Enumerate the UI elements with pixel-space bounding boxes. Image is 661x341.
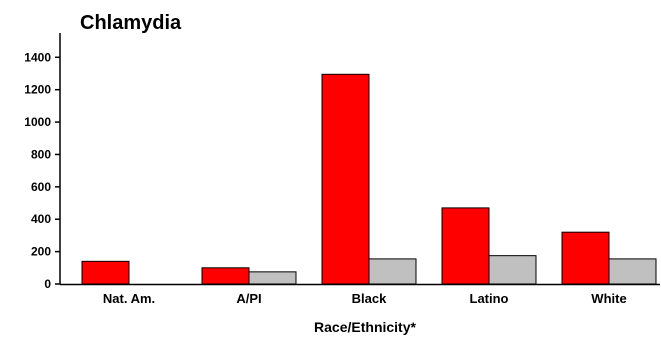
x-axis-label: Race/Ethnicity* <box>314 319 416 335</box>
x-category-label: Latino <box>470 291 509 306</box>
chart-title: Chlamydia <box>80 12 182 34</box>
y-tick-label: 1000 <box>24 115 51 129</box>
x-category-label: White <box>591 291 626 306</box>
y-tick-label: 400 <box>31 212 51 226</box>
y-tick-label: 600 <box>31 180 51 194</box>
y-tick-label: 1400 <box>24 50 51 64</box>
bars-group <box>81 73 657 285</box>
y-tick-label: 800 <box>31 147 51 161</box>
bar-a-pi-series-1 <box>201 267 250 285</box>
bar-a-pi-series-2 <box>248 271 297 285</box>
y-tick-label: 200 <box>31 245 51 259</box>
x-category-label: Nat. Am. <box>103 291 155 306</box>
bar-black-series-2 <box>368 258 417 285</box>
bar-latino-series-1 <box>441 207 490 285</box>
bar-nat-am-series-1 <box>81 260 130 285</box>
x-category-label: Black <box>352 291 387 306</box>
bar-black-series-1 <box>321 73 370 285</box>
x-category-label: A/PI <box>236 291 261 306</box>
y-axis-ticks: 0 200 400 600 800 1000 1200 1400 <box>24 50 60 291</box>
bar-white-series-2 <box>608 258 657 285</box>
bar-latino-series-2 <box>488 255 537 285</box>
y-tick-label: 0 <box>44 277 51 291</box>
y-tick-label: 1200 <box>24 83 51 97</box>
x-axis-categories: Nat. Am. A/PI Black Latino White <box>103 291 627 306</box>
bar-white-series-1 <box>561 231 610 285</box>
